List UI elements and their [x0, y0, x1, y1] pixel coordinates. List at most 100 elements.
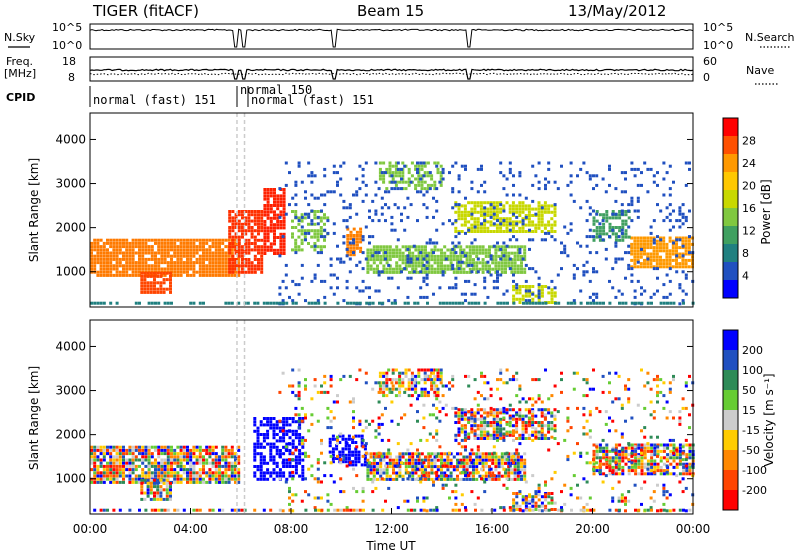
- cell-8: [640, 465, 644, 469]
- cell-12: [441, 270, 445, 274]
- cell-0: [202, 248, 205, 252]
- cell-0: [99, 245, 103, 249]
- cell-3: [273, 188, 276, 191]
- cell-6: [504, 264, 507, 268]
- cell-0: [134, 480, 138, 484]
- cell-0: [102, 464, 106, 468]
- cell-1: [140, 290, 144, 294]
- cell-6: [452, 245, 456, 249]
- cell-6: [492, 411, 496, 415]
- cell-7: [515, 492, 519, 495]
- cell-3: [266, 204, 270, 207]
- cell-3: [282, 220, 286, 223]
- cell-12: [499, 257, 503, 261]
- cell-0: [195, 261, 199, 265]
- cell-7: [388, 171, 392, 175]
- cell-12: [355, 212, 359, 216]
- cell-9: [329, 384, 333, 388]
- cell-0: [122, 448, 125, 452]
- cell-0: [147, 452, 151, 456]
- cell-2: [259, 471, 263, 475]
- cell-4: [388, 465, 392, 469]
- cell-8: [543, 226, 547, 230]
- cell-12: [624, 171, 627, 175]
- cell-12: [611, 228, 615, 232]
- cell-6: [531, 433, 535, 437]
- cell-13: [602, 301, 605, 305]
- cell-0: [237, 273, 241, 277]
- cell-9: [291, 477, 295, 481]
- cell-13: [541, 301, 545, 305]
- cell-12: [524, 215, 528, 219]
- cell-0: [189, 245, 193, 249]
- cell-6: [392, 248, 395, 252]
- cell-9: [377, 416, 381, 420]
- cell-6: [481, 267, 485, 271]
- cell-12: [425, 283, 429, 287]
- cell-6: [417, 264, 421, 268]
- cell-4: [323, 216, 326, 220]
- cell-3: [263, 207, 267, 211]
- cell-3: [282, 232, 286, 236]
- cell-6: [440, 251, 443, 255]
- cell-6: [492, 430, 496, 434]
- cell-12: [297, 292, 301, 296]
- cell-6: [486, 421, 490, 424]
- cell-9: [278, 390, 282, 394]
- cell-9: [387, 486, 391, 490]
- cell-6: [540, 408, 544, 412]
- cell-4: [404, 458, 408, 462]
- cell-8: [524, 207, 528, 211]
- cell-5: [410, 387, 414, 391]
- cell-4: [433, 455, 437, 459]
- cell-12: [582, 263, 586, 267]
- cell-2: [234, 248, 238, 252]
- cell-8: [515, 204, 519, 208]
- cell-6: [550, 414, 554, 418]
- cell-11: [598, 229, 602, 233]
- cell-0: [198, 273, 202, 277]
- cell-0: [192, 264, 196, 268]
- cell-6: [408, 251, 411, 255]
- cell-12: [470, 187, 474, 191]
- cell-7: [540, 501, 544, 505]
- cell-12: [464, 231, 467, 235]
- cell-1: [153, 281, 156, 285]
- cell-0: [170, 241, 173, 245]
- cell-7: [528, 495, 532, 499]
- cell-0: [170, 464, 173, 468]
- cell-9: [329, 419, 333, 423]
- cell-4: [372, 465, 376, 469]
- cell-3: [331, 460, 335, 464]
- cell-6: [537, 433, 541, 437]
- cell-0: [166, 238, 170, 242]
- cell-2: [278, 439, 282, 443]
- cell-9: [432, 371, 435, 375]
- cell-2: [253, 449, 257, 452]
- cell-0: [125, 461, 129, 465]
- cell-12: [614, 244, 618, 248]
- cell-2: [231, 226, 235, 229]
- cell-0: [179, 264, 183, 268]
- cell-12: [544, 183, 547, 187]
- cell-6: [470, 408, 474, 412]
- cell-7: [534, 504, 538, 508]
- cell-8: [637, 443, 641, 447]
- cell-8: [467, 210, 471, 214]
- cell-6: [379, 254, 383, 258]
- cell-6: [483, 424, 487, 428]
- cell-7: [524, 504, 528, 508]
- cell-6: [488, 248, 491, 252]
- cell-12: [310, 193, 314, 197]
- cell-12: [310, 174, 314, 178]
- cell-12: [444, 257, 448, 261]
- cell-12: [454, 161, 458, 165]
- cell-0: [173, 480, 177, 484]
- cell-2: [301, 445, 305, 449]
- cell-5: [398, 387, 402, 391]
- cell-8: [479, 204, 483, 208]
- cell-6: [513, 261, 517, 265]
- cell-12: [304, 196, 307, 200]
- cell-2: [237, 248, 241, 252]
- cell-1: [156, 287, 160, 291]
